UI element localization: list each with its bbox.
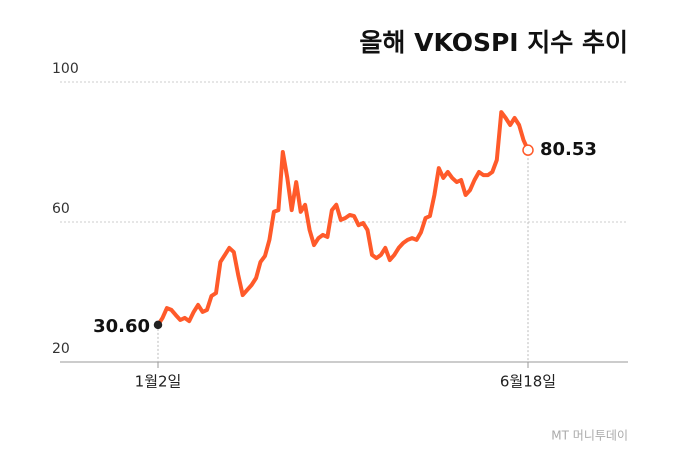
x-tick-label: 6월18일: [500, 373, 556, 391]
point-marker: [522, 144, 534, 156]
y-tick-label: 20: [52, 341, 70, 357]
y-tick-label: 60: [52, 201, 70, 217]
point-marker: [153, 320, 163, 330]
x-tick-label: 1월2일: [135, 373, 182, 391]
data-label: 80.53: [540, 139, 597, 160]
data-label: 30.60: [93, 316, 150, 337]
watermark: MT 머니투데이: [551, 429, 628, 443]
chart-title: 올해 VKOSPI 지수 추이: [359, 28, 628, 57]
series-line: [156, 110, 530, 327]
y-tick-label: 100: [52, 61, 79, 77]
